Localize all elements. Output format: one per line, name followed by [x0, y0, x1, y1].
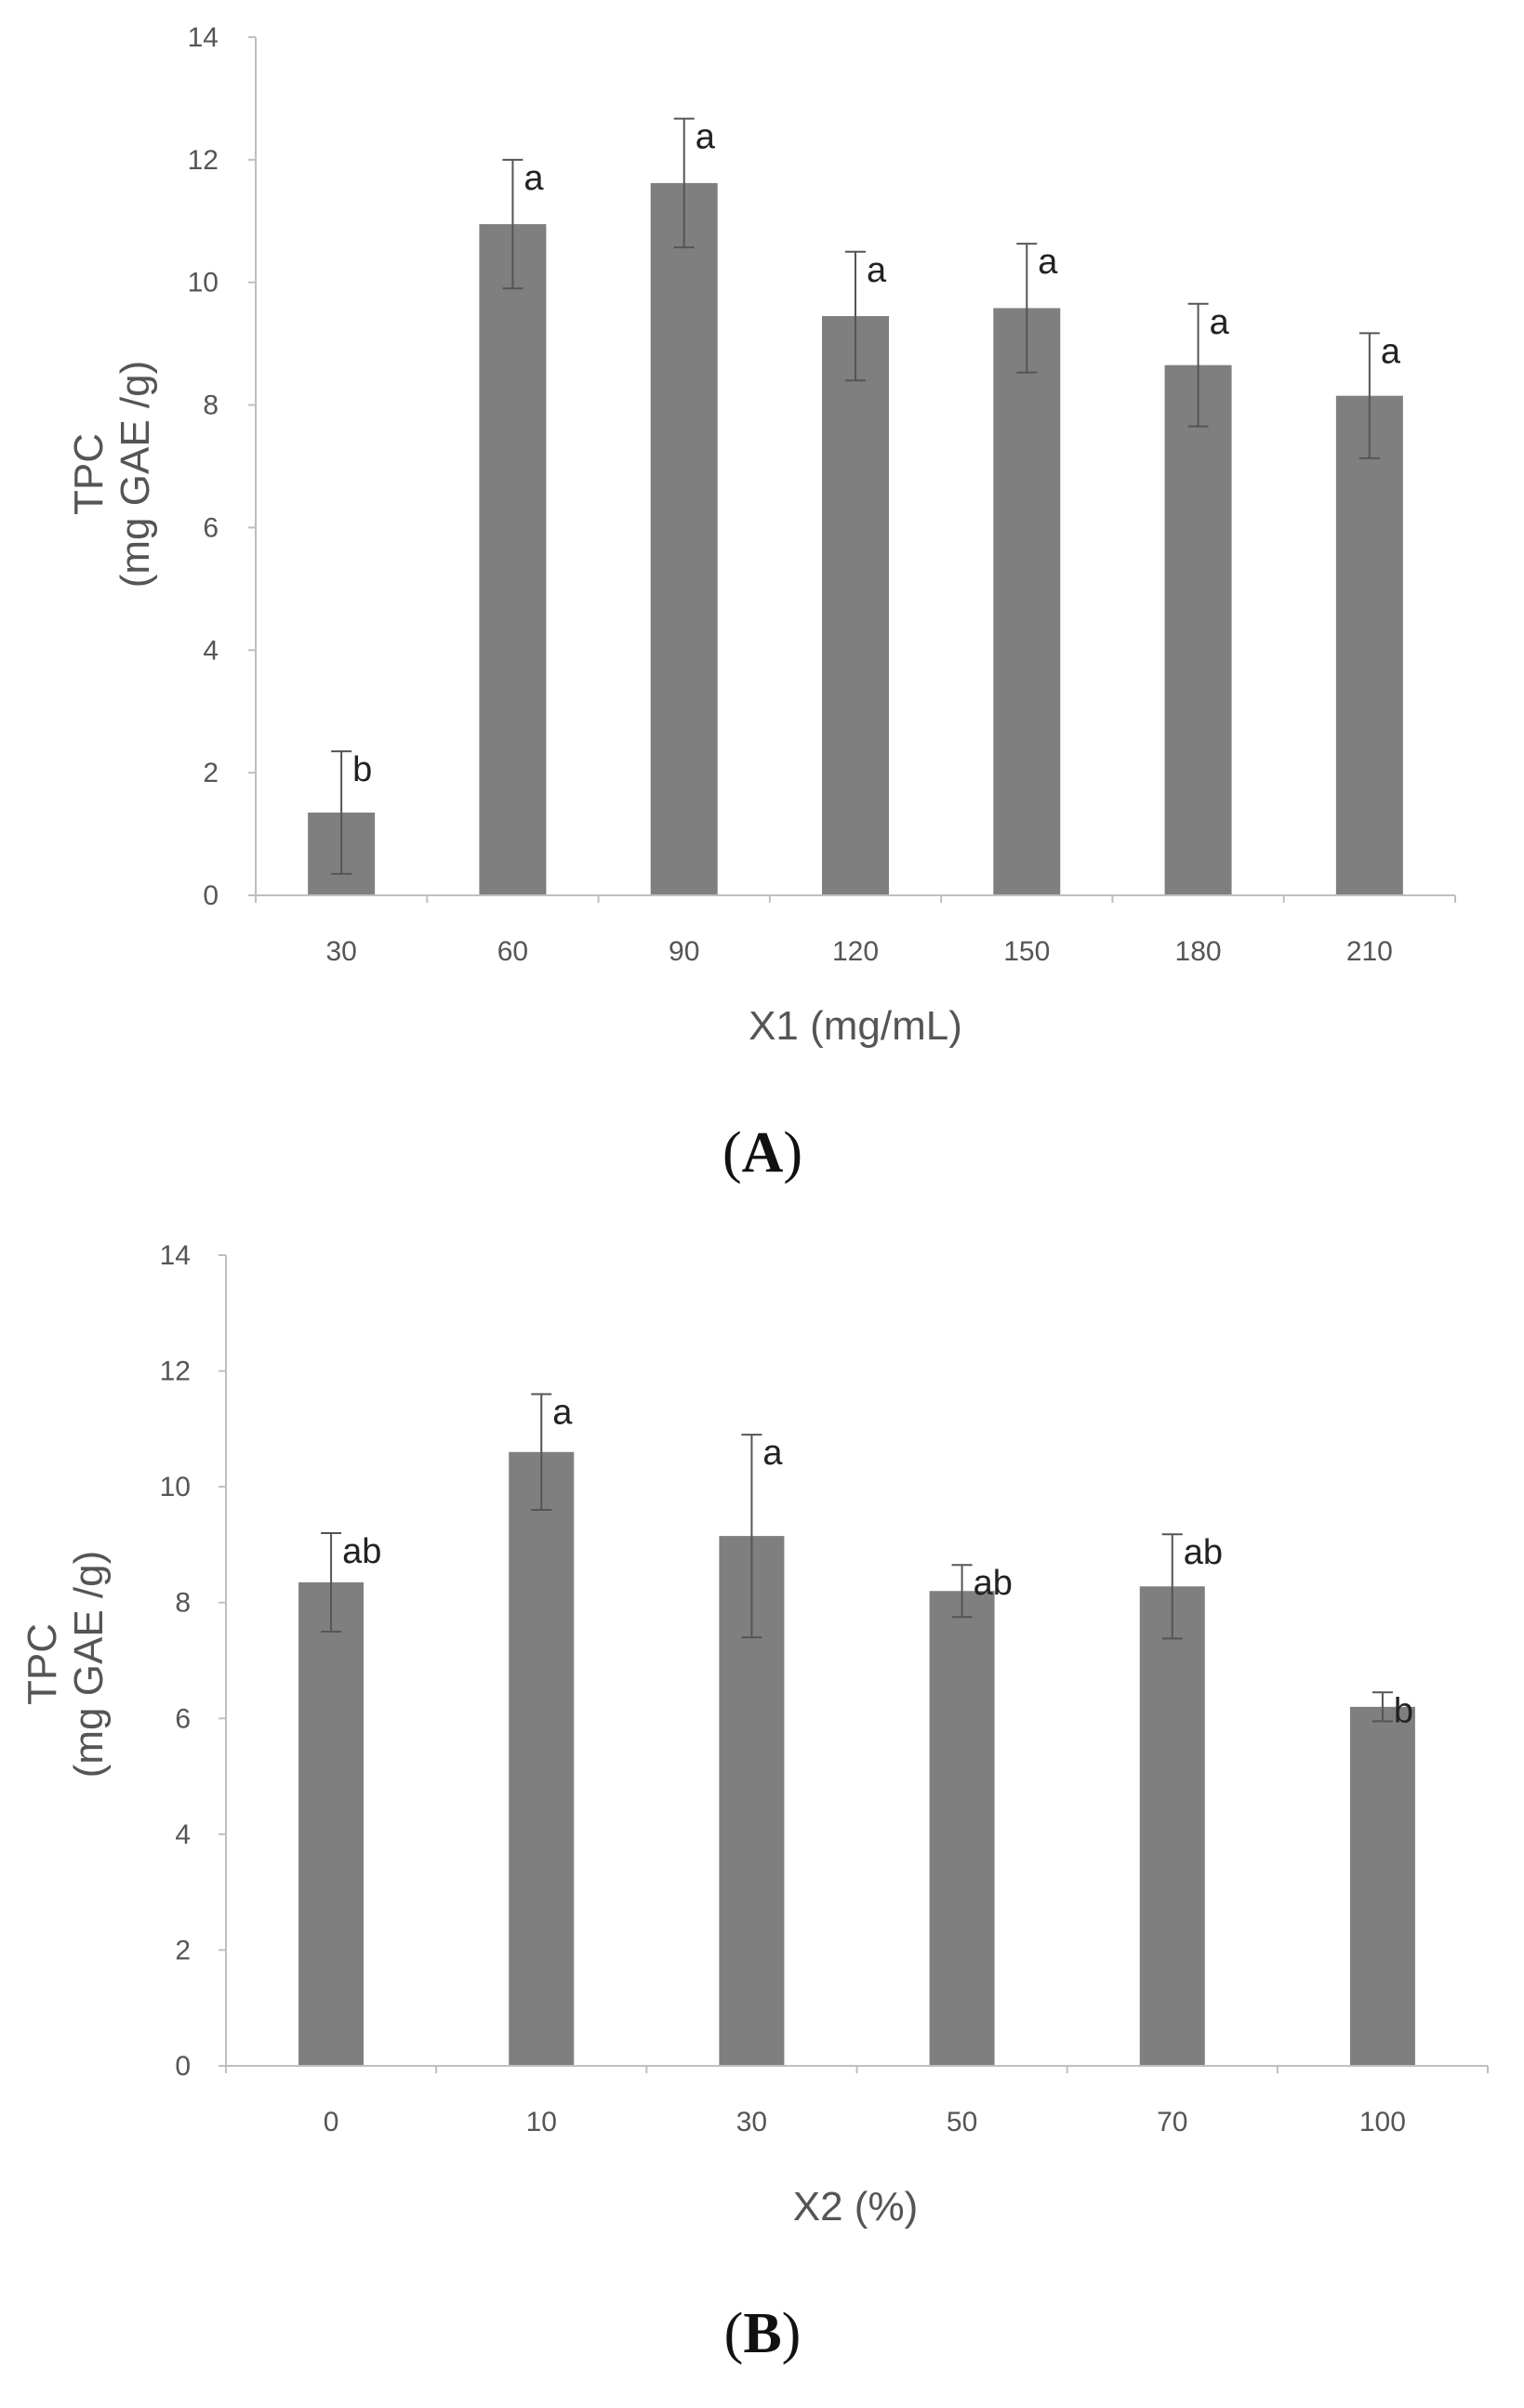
chart-b-panel-label: (B)	[724, 2302, 802, 2365]
chart-a-y-tick-label: 14	[188, 22, 219, 53]
chart-b-sig-label-50: ab	[974, 1564, 1013, 1603]
chart-b-x-tick-label-70: 70	[1157, 2107, 1187, 2137]
chart-a-ylabel-line1: TPC	[66, 433, 112, 515]
chart-a-x-tick-label-150: 150	[1003, 936, 1050, 967]
chart-a-sig-label-210: a	[1381, 332, 1401, 371]
chart-a-y-tick-label: 0	[203, 880, 219, 911]
chart-b-panel-letter: B	[743, 2302, 781, 2365]
chart-b: ab a a ab ab b 0 2 4 6 8 10 12 14 0 10 30 50 70 100 TPC (…	[20, 1240, 1489, 2365]
chart-b-errorbars	[321, 1393, 1393, 1723]
chart-a-bar-90	[650, 182, 718, 895]
chart-b-bar-10	[509, 1451, 575, 2066]
chart-b-sig-label-30: a	[762, 1434, 783, 1473]
chart-a-bar-150	[993, 308, 1061, 895]
chart-b-y-tick-label: 14	[160, 1240, 191, 1271]
chart-b-sig-label-10: a	[552, 1393, 573, 1432]
chart-b-y-tick-label: 0	[175, 2051, 191, 2082]
chart-a-y-tick-label: 6	[203, 512, 219, 543]
chart-b-ylabel-line2: (mg GAE /g)	[66, 1551, 112, 1779]
chart-b-y-tick-label: 12	[160, 1356, 191, 1387]
chart-a-y-tick-label: 2	[203, 758, 219, 788]
chart-a-sig-label-60: a	[523, 159, 544, 198]
chart-b-y-tick-label: 10	[160, 1472, 191, 1502]
chart-a-x-tick-label-180: 180	[1175, 936, 1222, 967]
chart-a-xlabel: X1 (mg/mL)	[749, 1003, 962, 1049]
chart-a-y-tick-label: 4	[203, 635, 219, 666]
chart-b-y-tick-label: 2	[175, 1935, 191, 1965]
chart-b-x-tick-label-0: 0	[324, 2107, 339, 2137]
chart-b-y-tick-label: 8	[175, 1588, 191, 1619]
chart-a-y-tick-label: 8	[203, 390, 219, 421]
chart-a-sig-label-180: a	[1210, 303, 1230, 342]
chart-b-y-tick-label: 4	[175, 1819, 191, 1850]
chart-a-bars	[308, 182, 1403, 896]
chart-b-sig-label-100: b	[1394, 1691, 1413, 1730]
chart-b-xlabel: X2 (%)	[793, 2184, 918, 2229]
chart-a-errorbars	[331, 117, 1380, 875]
chart-b-y-ticks: 0 2 4 6 8 10 12 14	[160, 1240, 226, 2082]
chart-b-bar-50	[929, 1591, 995, 2066]
chart-a-y-ticks: 0 2 4 6 8 10 12 14	[188, 22, 256, 911]
chart-a-sig-label-150: a	[1038, 243, 1058, 282]
chart-a-bar-210	[1335, 395, 1403, 895]
chart-b-x-tick-label-10: 10	[526, 2107, 557, 2137]
chart-a-bar-120	[822, 315, 889, 896]
chart-b-y-axis-title: TPC (mg GAE /g)	[20, 1551, 112, 1779]
chart-a-ylabel-line2: (mg GAE /g)	[113, 361, 158, 589]
chart-a-bar-60	[479, 224, 547, 895]
chart-a-y-axis-title: TPC (mg GAE /g)	[66, 361, 158, 589]
chart-a-sig-label-120: a	[867, 251, 887, 290]
chart-a-y-tick-label: 10	[188, 268, 219, 298]
chart-a-panel-letter: A	[742, 1121, 784, 1184]
chart-a: b a a a a a a 0 2 4 6 8 10 12 14 30 60 90 120 150 180 210 T…	[66, 22, 1456, 1184]
chart-b-bar-100	[1349, 1706, 1415, 2066]
chart-b-sig-labels: ab a a ab ab b	[342, 1393, 1413, 1730]
chart-a-y-tick-label: 12	[188, 145, 219, 176]
chart-a-sig-label-90: a	[696, 118, 716, 157]
chart-a-sig-label-30: b	[352, 750, 372, 789]
chart-a-bar-180	[1164, 364, 1232, 895]
chart-b-sig-label-0: ab	[342, 1532, 381, 1571]
chart-a-x-ticks: 30 60 90 120 150 180 210	[255, 895, 1456, 967]
chart-b-bar-0	[298, 1581, 364, 2066]
chart-b-x-tick-label-100: 100	[1359, 2107, 1406, 2137]
chart-a-x-tick-label-30: 30	[325, 936, 356, 967]
chart-a-x-tick-label-90: 90	[669, 936, 699, 967]
chart-b-x-tick-label-50: 50	[947, 2107, 977, 2137]
chart-b-x-ticks: 0 10 30 50 70 100	[225, 2066, 1489, 2137]
chart-a-x-tick-label-120: 120	[832, 936, 879, 967]
chart-b-bar-70	[1139, 1586, 1205, 2066]
chart-b-x-tick-label-30: 30	[736, 2107, 767, 2137]
chart-b-y-tick-label: 6	[175, 1703, 191, 1734]
chart-a-sig-labels: b a a a a a a	[352, 118, 1401, 789]
chart-a-x-tick-label-60: 60	[497, 936, 528, 967]
chart-b-bars	[298, 1451, 1415, 2066]
chart-b-sig-label-70: ab	[1184, 1533, 1223, 1572]
chart-b-ylabel-line1: TPC	[20, 1623, 65, 1705]
chart-a-x-tick-label-210: 210	[1346, 936, 1393, 967]
chart-a-panel-label: (A)	[722, 1121, 802, 1184]
